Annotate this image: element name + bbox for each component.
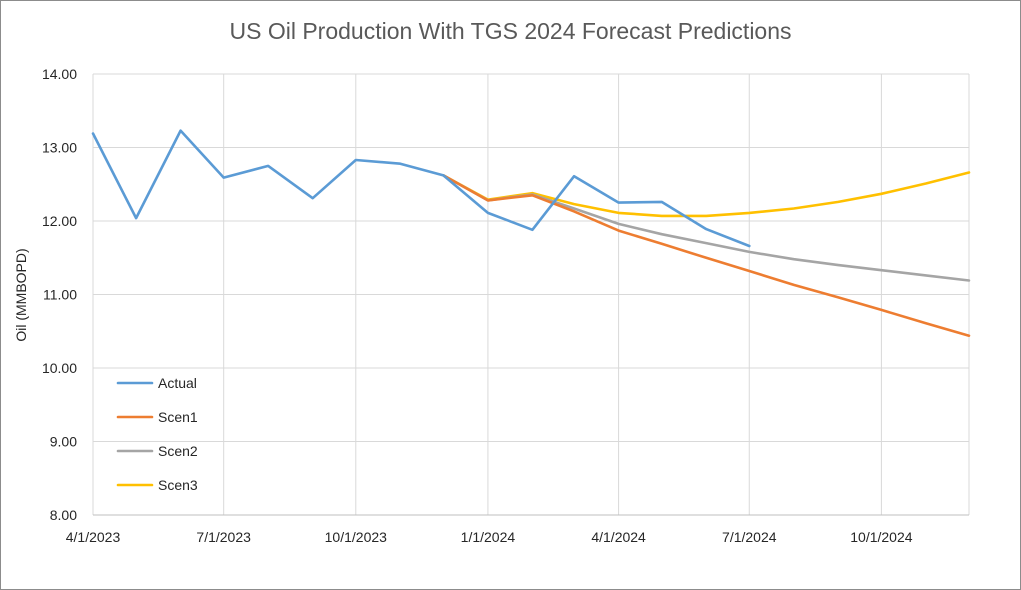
legend-label-scen3: Scen3 [158,477,198,493]
series-lines [91,129,971,338]
legend-label-actual: Actual [158,375,197,391]
x-tick-label: 4/1/2024 [591,529,646,545]
x-tick-label: 4/1/2023 [66,529,121,545]
gridlines [92,73,970,516]
series-line-scen1 [442,174,971,338]
y-tick-label: 8.00 [50,507,77,523]
y-tick-label: 12.00 [42,213,77,229]
y-tick-label: 10.00 [42,360,77,376]
y-tick-label: 13.00 [42,140,77,156]
legend-label-scen1: Scen1 [158,409,198,425]
x-tick-label: 7/1/2024 [722,529,777,545]
legend: Actual Scen1 Scen2 Scen3 [116,375,198,493]
legend-label-scen2: Scen2 [158,443,198,459]
y-tick-label: 9.00 [50,434,77,450]
x-tick-label: 10/1/2023 [325,529,387,545]
x-tick-label: 1/1/2024 [461,529,516,545]
tick-labels: 8.00 9.00 10.00 11.00 12.00 13.00 14.00 4/1/202… [42,66,913,545]
y-axis-label: Oil (MMBOPD) [13,248,29,341]
chart-title: US Oil Production With TGS 2024 Forecast… [229,18,792,44]
y-tick-label: 11.00 [43,287,77,303]
series-line-actual [91,129,751,248]
series-line-scen3 [442,171,971,218]
y-tick-label: 14.00 [42,66,77,82]
x-tick-label: 10/1/2024 [850,529,912,545]
x-tick-label: 7/1/2023 [196,529,251,545]
